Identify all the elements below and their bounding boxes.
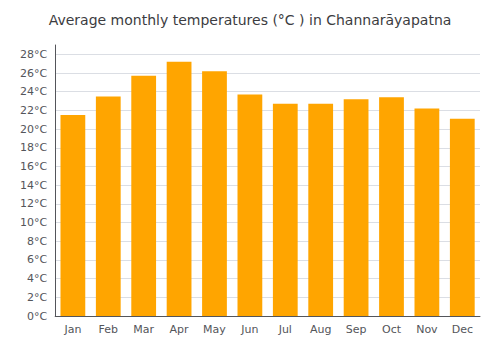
svg-text:26°C: 26°C — [20, 67, 47, 80]
svg-text:4°C: 4°C — [27, 272, 47, 285]
svg-text:16°C: 16°C — [20, 160, 47, 173]
svg-text:6°C: 6°C — [27, 253, 47, 266]
svg-text:Jan: Jan — [63, 323, 81, 336]
svg-text:Jul: Jul — [278, 323, 292, 336]
svg-text:24°C: 24°C — [20, 85, 47, 98]
svg-text:Average monthly temperatures (: Average monthly temperatures (°C ) in Ch… — [49, 12, 452, 28]
svg-text:Nov: Nov — [416, 323, 438, 336]
svg-text:Mar: Mar — [133, 323, 154, 336]
svg-text:28°C: 28°C — [20, 48, 47, 61]
svg-text:10°C: 10°C — [20, 216, 47, 229]
svg-text:Aug: Aug — [310, 323, 331, 336]
svg-text:Dec: Dec — [452, 323, 473, 336]
svg-text:20°C: 20°C — [20, 123, 47, 136]
svg-text:Sep: Sep — [346, 323, 367, 336]
svg-text:May: May — [203, 323, 226, 336]
svg-text:2°C: 2°C — [27, 291, 47, 304]
svg-text:0°C: 0°C — [27, 310, 47, 323]
svg-text:Apr: Apr — [170, 323, 190, 336]
svg-text:12°C: 12°C — [20, 197, 47, 210]
svg-text:Oct: Oct — [382, 323, 402, 336]
svg-text:8°C: 8°C — [27, 235, 47, 248]
svg-text:22°C: 22°C — [20, 104, 47, 117]
svg-text:14°C: 14°C — [20, 179, 47, 192]
svg-text:Jun: Jun — [240, 323, 258, 336]
svg-text:Feb: Feb — [99, 323, 118, 336]
svg-text:18°C: 18°C — [20, 141, 47, 154]
